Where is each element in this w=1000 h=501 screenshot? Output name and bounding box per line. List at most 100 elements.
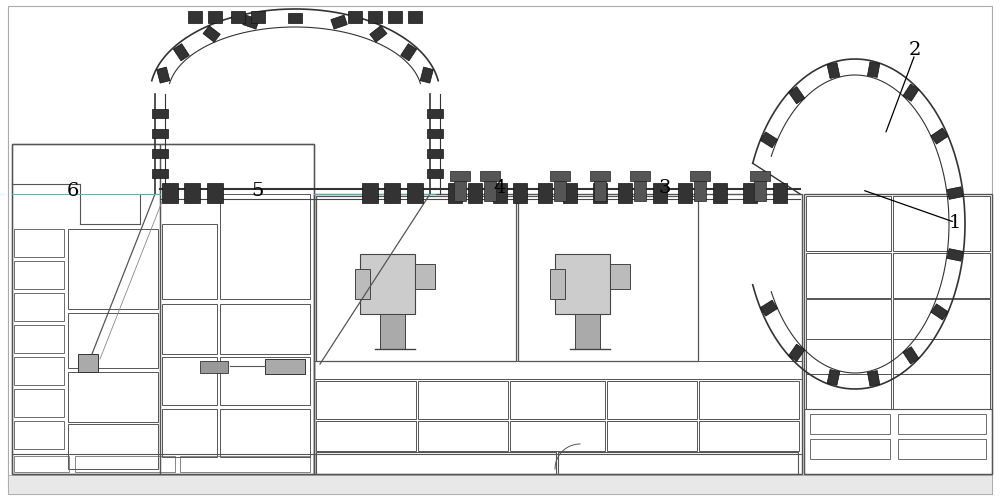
Bar [558, 452, 798, 474]
Bar [694, 182, 706, 201]
Bar [14, 294, 64, 321]
Bar [220, 305, 310, 354]
Bar [14, 456, 69, 472]
Bar [408, 12, 422, 24]
Text: 4: 4 [494, 179, 506, 197]
Bar [550, 172, 570, 182]
Bar [903, 85, 919, 102]
Bar [415, 265, 435, 290]
Bar [590, 172, 610, 182]
Bar [184, 184, 200, 203]
Bar [265, 359, 305, 374]
Bar [893, 196, 990, 252]
Bar [8, 475, 992, 494]
Bar [806, 196, 891, 252]
Bar [418, 381, 508, 419]
Bar [162, 184, 178, 203]
Bar [355, 270, 370, 300]
Bar [789, 345, 805, 362]
Bar [789, 88, 805, 105]
Bar [68, 313, 158, 368]
Bar [773, 184, 787, 203]
Bar [538, 184, 552, 203]
Bar [810, 414, 890, 434]
Bar [510, 381, 605, 419]
Bar [690, 172, 710, 182]
Bar [68, 372, 158, 422]
Bar [607, 421, 697, 451]
Bar [207, 184, 223, 203]
Bar [14, 325, 64, 353]
Bar [427, 150, 443, 159]
Bar [368, 12, 382, 24]
Bar [418, 421, 508, 451]
Bar [867, 63, 880, 78]
Bar [713, 184, 727, 203]
Bar [14, 229, 64, 258]
Bar [162, 305, 217, 354]
Bar [348, 12, 362, 24]
Bar [804, 409, 992, 474]
Bar [420, 68, 433, 84]
Bar [12, 454, 314, 474]
Bar [200, 361, 228, 373]
Bar [563, 184, 577, 203]
Bar [152, 130, 168, 139]
Bar [893, 254, 990, 299]
Bar [162, 224, 217, 300]
Bar [594, 182, 606, 201]
Bar [384, 184, 400, 203]
Text: 5: 5 [252, 181, 264, 199]
Bar [288, 14, 302, 24]
Bar [893, 374, 990, 409]
Bar [427, 110, 443, 119]
Bar [448, 184, 462, 203]
Bar [550, 270, 565, 300]
Bar [203, 27, 220, 43]
Bar [947, 249, 963, 262]
Bar [251, 12, 265, 24]
Bar [630, 172, 650, 182]
Bar [634, 182, 646, 201]
Bar [231, 12, 245, 24]
Bar [827, 64, 840, 79]
Bar [893, 300, 990, 339]
Bar [427, 170, 443, 179]
Bar [555, 255, 610, 314]
Bar [607, 381, 697, 419]
Bar [162, 409, 217, 457]
Bar [903, 347, 919, 364]
Bar [316, 452, 556, 474]
Bar [806, 339, 891, 374]
Text: 2: 2 [909, 41, 921, 59]
Bar [699, 421, 799, 451]
Bar [760, 301, 777, 317]
Bar [653, 184, 667, 203]
Bar [180, 456, 310, 472]
Bar [554, 182, 566, 201]
Bar [760, 133, 777, 149]
Bar [14, 357, 64, 385]
Text: 1: 1 [949, 214, 961, 232]
Bar [152, 150, 168, 159]
Bar [370, 27, 387, 43]
Bar [380, 314, 405, 349]
Bar [493, 184, 507, 203]
Bar [157, 68, 170, 84]
Bar [806, 374, 891, 409]
Bar [575, 314, 600, 349]
Bar [316, 421, 416, 451]
Bar [898, 439, 986, 459]
Bar [173, 45, 189, 62]
Bar [162, 357, 217, 405]
Bar [484, 182, 496, 201]
Bar [450, 172, 470, 182]
Bar [513, 184, 527, 203]
Bar [331, 16, 347, 30]
Bar [401, 45, 417, 62]
Bar [518, 196, 698, 361]
Bar [806, 254, 891, 299]
Bar [806, 300, 891, 339]
Bar [220, 409, 310, 457]
Bar [360, 255, 415, 314]
